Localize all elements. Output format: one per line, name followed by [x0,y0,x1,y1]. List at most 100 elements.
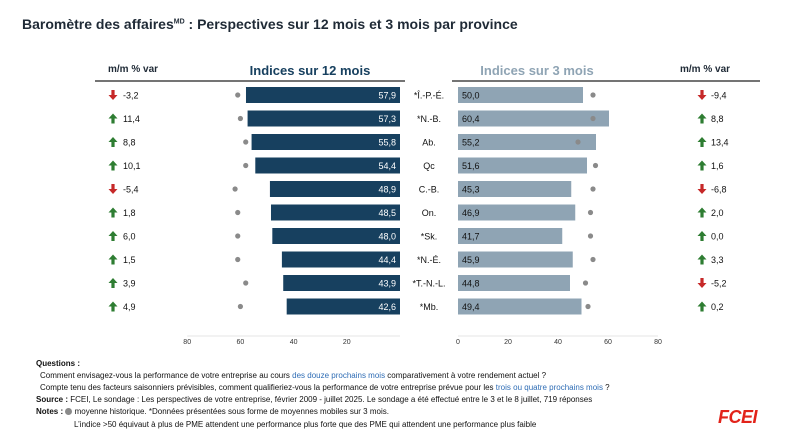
question-3-months: Compte tenu des facteurs saisonniers pré… [40,383,610,392]
bar-12-month [272,228,400,244]
province-label: *Mb. [420,302,439,312]
notes: Notes : moyenne historique. *Données pré… [36,407,389,416]
right-axis-tick: 20 [504,339,512,346]
bar-3-month-label: 60,4 [462,114,480,124]
mm-var-3-value: 13,4 [711,138,729,148]
historical-dot-12 [243,139,249,145]
bar-12-month-label: 48,5 [378,208,396,218]
historical-dot-3 [590,92,596,98]
bar-3-month-label: 45,3 [462,185,480,195]
mm-var-3-value: -5,2 [711,279,727,289]
bar-12-month [270,204,400,221]
mm-var-3-value: 1,6 [711,161,724,171]
mm-var-3-value: -6,8 [711,185,727,195]
bar-3-month [458,275,570,291]
source-note: Source : FCEI, Le sondage : Les perspect… [36,395,593,404]
mm-var-12-value: 11,4 [123,114,140,124]
arrow-up-icon [697,207,707,218]
historical-dot-3 [590,186,596,192]
historical-dot-12 [237,303,243,310]
bar-3-month [458,110,609,127]
mm-var-12-value: 1,5 [123,255,136,265]
arrow-up-icon [697,160,707,171]
historical-dot-12 [235,233,241,239]
bar-3-month [458,157,587,174]
bar-12-month-label: 48,9 [378,185,396,195]
arrow-up-icon [108,160,118,171]
bar-3-month-label: 55,2 [462,138,480,148]
right-axis-tick: 40 [554,339,562,346]
bar-12-month-label: 57,9 [378,91,396,101]
historical-dot-12 [235,256,241,263]
arrow-up-icon [697,254,707,265]
mm-var-3-value: 3,3 [711,255,724,265]
right-axis-tick: 0 [456,339,460,346]
left-axis-tick: 80 [183,339,191,346]
mm-var-12-value: 10,1 [123,161,141,171]
province-label: Ab. [422,138,436,148]
bar-12-month [281,251,400,268]
bar-3-month-label: 45,9 [462,255,480,265]
bar-3-month [458,181,572,197]
mm-var-12-value: -3,2 [123,91,139,101]
province-label: *Sk. [421,232,438,242]
historical-dot-12 [235,209,241,216]
historical-dot-3 [585,303,591,310]
arrow-down-icon [697,278,707,288]
bar-3-month-label: 46,9 [462,208,480,218]
historical-dot-12 [235,92,241,98]
bar-3-month [458,298,582,315]
bar-3-month [458,204,576,221]
page-title: Baromètre des affairesMD : Perspectives … [22,16,518,32]
mm-var-12-value: 6,0 [123,232,136,242]
bar-3-month-label: 49,4 [462,302,480,312]
arrow-down-icon [108,184,118,194]
bar-12-month [269,181,400,197]
historical-dot-3 [575,139,581,145]
historical-dot-icon [65,408,73,415]
mm-var-3-value: 0,2 [711,302,724,312]
right-axis-tick: 60 [604,339,612,346]
bar-12-month [247,110,400,127]
notes-index-explanation: L’indice >50 équivaut à plus de PME atte… [74,420,537,429]
bar-12-month [245,87,400,103]
bar-12-month-label: 48,0 [378,232,396,242]
arrow-up-icon [108,254,118,265]
mm-var-12-value: 3,9 [123,279,136,289]
mm-var-3-value: -9,4 [711,91,727,101]
bar-12-month-label: 43,9 [378,279,396,289]
arrow-up-icon [697,301,707,312]
bar-3-month [458,134,596,150]
bar-3-month [458,251,573,268]
historical-dot-12 [243,162,249,169]
bar-3-month-label: 44,8 [462,279,480,289]
province-label: On. [422,208,437,218]
bar-12-month [255,157,400,174]
historical-dot-3 [590,115,596,122]
arrow-down-icon [697,184,707,194]
mm-var-12-value: 4,9 [123,302,136,312]
fcei-logo: FCEI [717,407,758,427]
province-label: *N.-B. [417,114,441,124]
bar-3-month [458,87,583,103]
mm-var-12-value: 8,8 [123,138,136,148]
bar-12-month [251,134,400,150]
right-var-header: m/m % var [680,64,731,75]
historical-dot-3 [592,162,599,169]
bar-3-month-label: 41,7 [462,232,480,242]
left-var-header: m/m % var [108,64,159,75]
historical-dot-3 [590,256,596,263]
historical-dot-3 [587,209,594,216]
bar-3-month-label: 51,6 [462,161,480,171]
province-label: C.-B. [419,185,440,195]
bar-12-month-label: 44,4 [378,255,396,265]
questions-label: Questions : [36,359,81,368]
bar-12-month-label: 54,4 [378,161,396,171]
right-axis-tick: 80 [654,339,662,346]
arrow-up-icon [108,137,118,147]
mm-var-3-value: 8,8 [711,114,724,124]
bar-12-month-label: 55,8 [378,138,396,148]
mm-var-3-value: 0,0 [711,232,724,242]
historical-dot-12 [237,115,243,122]
province-label: *N.-É. [417,255,441,265]
